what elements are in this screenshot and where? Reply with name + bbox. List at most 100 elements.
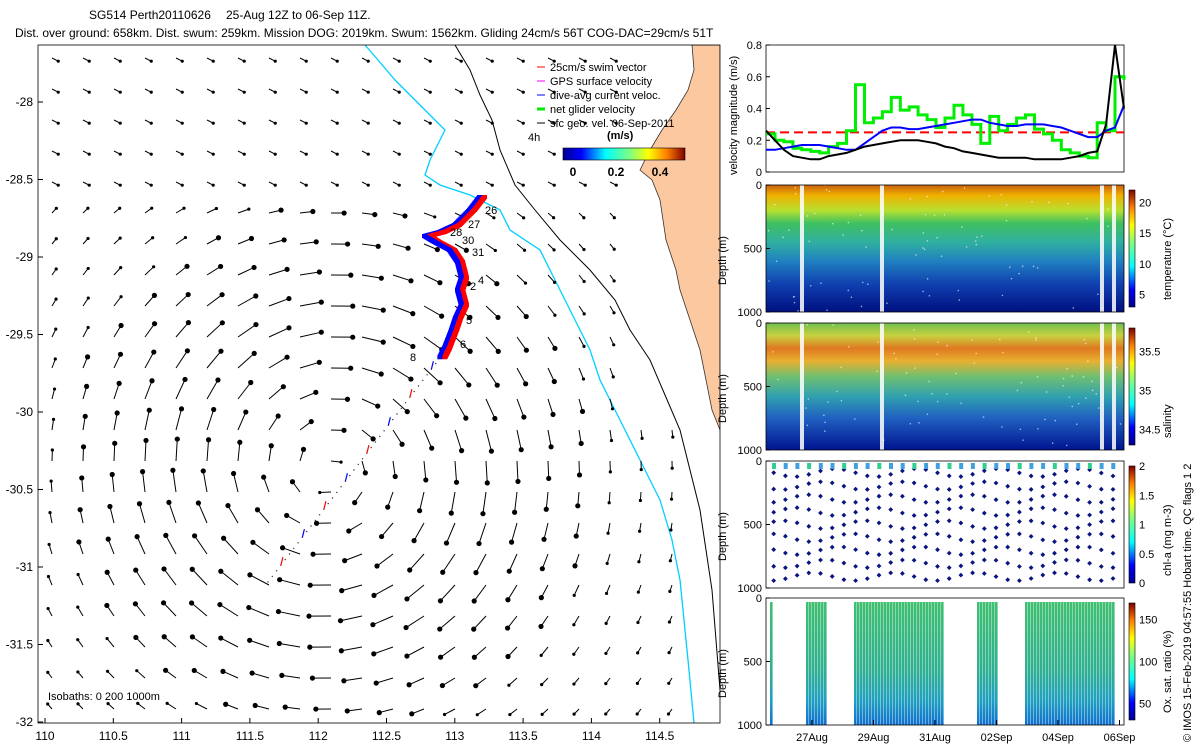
current-arrow-head	[118, 206, 122, 210]
current-arrow-head	[76, 572, 80, 577]
current-arrow-head	[582, 247, 586, 252]
current-arrow-head	[471, 598, 477, 604]
colorbar-tick-label: 0	[1139, 578, 1145, 590]
current-arrow	[392, 429, 403, 445]
current-arrow	[299, 361, 320, 369]
chl-surface-sample	[994, 463, 999, 469]
current-arrow-head	[434, 246, 440, 253]
current-arrow-head	[523, 381, 529, 387]
depth-axis-label: Depth (m)	[717, 649, 729, 698]
map-y-tick-label: -29	[16, 250, 34, 264]
chl-sample	[1098, 578, 1104, 584]
chl-sample	[981, 538, 987, 543]
chl-surface-sample	[982, 463, 987, 469]
velocity-series-green	[766, 75, 1126, 160]
current-arrow	[419, 491, 425, 511]
current-arrow-head	[473, 570, 479, 576]
current-arrow	[454, 398, 467, 419]
sample-point	[840, 366, 842, 369]
current-arrow-head	[408, 278, 414, 284]
chl-sample	[818, 468, 823, 474]
chl-sample	[981, 526, 987, 532]
current-arrow-head	[512, 509, 518, 515]
current-arrow	[473, 615, 487, 630]
chl-sample	[806, 550, 812, 556]
current-arrow-head	[539, 566, 545, 572]
current-arrow-head	[504, 625, 511, 631]
current-arrow	[237, 295, 257, 307]
current-arrow-head	[467, 348, 473, 354]
current-arrow-head	[225, 502, 231, 509]
sample-point	[1054, 419, 1057, 422]
chl-sample	[888, 560, 894, 565]
current-arrow-head	[552, 248, 556, 252]
current-arrow	[163, 568, 177, 586]
current-arrow	[423, 274, 441, 284]
current-arrow-head	[397, 152, 401, 156]
current-arrow-head	[352, 500, 358, 506]
sample-point	[974, 240, 977, 242]
current-arrow-head	[344, 708, 350, 714]
current-arrow-head	[404, 596, 410, 602]
current-arrow-head	[378, 533, 385, 540]
current-arrow-head	[180, 90, 184, 94]
current-arrow	[516, 336, 527, 351]
chl-sample	[935, 547, 940, 553]
current-arrow-head	[582, 344, 586, 349]
current-arrow-head	[521, 414, 527, 420]
oxygen-profile	[1067, 602, 1070, 725]
velocity-y-tick-label: 0	[756, 167, 762, 179]
chl-surface-sample	[877, 463, 882, 469]
chl-sample	[1075, 544, 1081, 550]
current-arrow-head	[307, 582, 313, 588]
sample-point	[881, 229, 883, 232]
oxygen-profile	[983, 602, 986, 725]
track-dot	[396, 413, 398, 415]
current-arrow	[163, 636, 177, 648]
chl-sample	[923, 560, 929, 566]
chl-sample	[935, 564, 940, 569]
sample-point	[809, 284, 812, 287]
chl-sample	[818, 479, 823, 485]
current-arrow	[249, 639, 270, 648]
current-arrow-head	[253, 321, 259, 328]
track-dot	[318, 514, 321, 516]
current-arrow-head	[385, 504, 391, 510]
chl-sample	[935, 509, 940, 515]
current-arrow-head	[54, 237, 58, 241]
chl-sample	[864, 576, 870, 582]
current-arrow-head	[404, 409, 410, 415]
sample-point	[820, 282, 822, 284]
oxygen-profile	[1064, 602, 1067, 725]
current-arrow-head	[366, 90, 370, 94]
sample-point	[975, 352, 977, 355]
current-arrow-head	[286, 325, 292, 331]
oxygen-profile	[1091, 602, 1094, 725]
current-arrow-head	[440, 569, 446, 575]
chl-surface-sample	[772, 463, 776, 469]
chl-sample	[818, 571, 823, 576]
chl-sample	[829, 544, 835, 550]
current-arrow-head	[118, 121, 122, 125]
current-arrow-head	[182, 376, 188, 383]
current-arrow-head	[304, 183, 308, 187]
section-colorbar	[1128, 465, 1136, 584]
velocity-y-tick-label: 0.4	[747, 104, 762, 116]
oxygen-profile	[1082, 602, 1085, 725]
track-vector	[387, 417, 391, 426]
current-arrow-head	[582, 216, 586, 220]
current-arrow-head	[636, 590, 640, 594]
section-panel: 0 500 1000 Depth (m) 50 100 150 Ox. sat. ratio …	[717, 593, 1174, 732]
current-arrow	[113, 383, 120, 400]
current-arrow-head	[380, 339, 386, 345]
current-arrow-head	[429, 445, 435, 451]
data-gap	[1100, 185, 1104, 312]
sample-point	[775, 260, 778, 263]
chl-sample	[829, 574, 835, 579]
map-x-tick-label: 114	[582, 729, 601, 743]
current-arrow	[206, 439, 210, 462]
current-arrow-head	[404, 653, 410, 659]
chl-sample	[876, 505, 882, 511]
current-arrow-head	[191, 667, 197, 674]
current-arrow-head	[538, 623, 544, 630]
